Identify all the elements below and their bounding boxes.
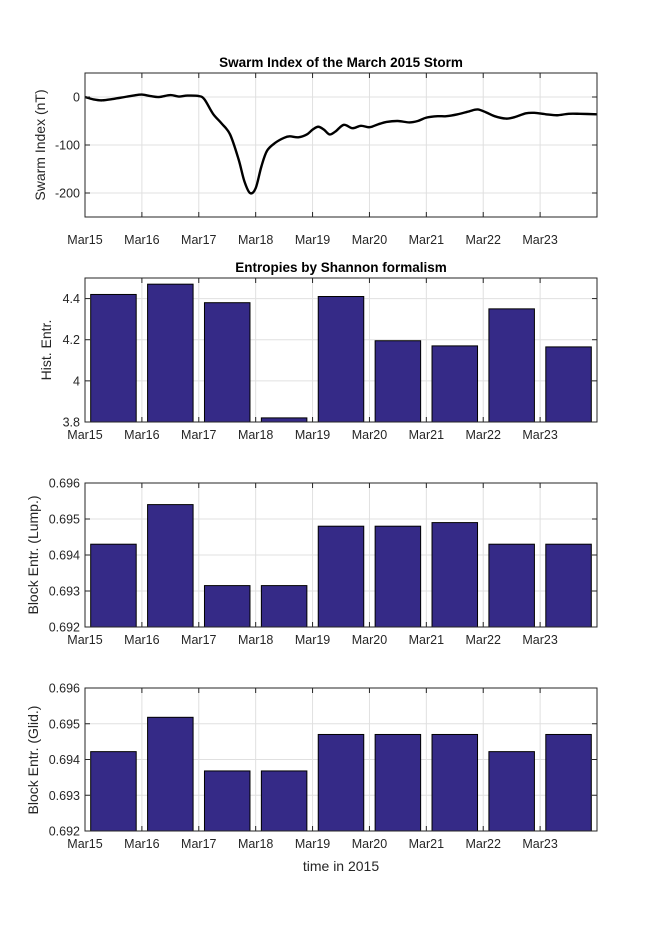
bar-mar20 — [374, 525, 422, 628]
y-axis-label: Block Entr. (Glid.) — [25, 706, 41, 815]
x-tick-label: Mar15 — [67, 428, 102, 442]
data-line-swarm-index — [84, 93, 598, 195]
block-entropy-lump-panel: Block Entr. (Lump.) Mar15 Mar16 Mar17 Mar18… — [25, 477, 598, 647]
bar-mar20 — [374, 733, 422, 832]
x-tick-label: Mar19 — [295, 428, 330, 442]
y-tick-label: 0.694 — [49, 753, 80, 767]
x-tick-label: Mar23 — [522, 428, 557, 442]
x-tick-label: Mar17 — [181, 428, 216, 442]
x-tick-label: Mar19 — [295, 233, 330, 247]
y-tick-label: 0.693 — [49, 585, 80, 599]
y-tick-label: 0.696 — [49, 477, 80, 491]
bars — [90, 504, 592, 628]
bar-mar15 — [90, 751, 137, 832]
bar-mar15 — [90, 543, 137, 628]
chart-title: Entropies by Shannon formalism — [235, 260, 447, 275]
x-tick-label: Mar20 — [352, 837, 387, 851]
bar-mar19 — [317, 296, 365, 423]
x-tick-label: Mar20 — [352, 633, 387, 647]
bar-mar22 — [488, 543, 535, 628]
x-tick-label: Mar21 — [409, 837, 444, 851]
x-tick-label: Mar22 — [466, 837, 501, 851]
grid-lines — [85, 73, 597, 217]
y-tick-label: 3.8 — [63, 416, 80, 430]
x-tick-label: Mar18 — [238, 837, 273, 851]
y-tick-label: 4.2 — [63, 333, 80, 347]
x-tick-label: Mar22 — [466, 633, 501, 647]
x-tick-label: Mar15 — [67, 837, 102, 851]
x-tick-label: Mar18 — [238, 428, 273, 442]
bar-mar22 — [488, 308, 535, 423]
bar-mar19 — [317, 525, 365, 628]
y-tick-label: 0.692 — [49, 825, 80, 839]
x-tick-label: Mar18 — [238, 233, 273, 247]
bar-mar23 — [545, 733, 592, 832]
y-tick-label: 0.696 — [49, 682, 80, 696]
bar-mar16 — [147, 283, 194, 423]
swarm-index-panel: Swarm Index of the March 2015 Storm Swar… — [32, 55, 598, 247]
y-tick-label: 0.694 — [49, 549, 80, 563]
chart-title: Swarm Index of the March 2015 Storm — [219, 55, 463, 70]
y-tick-label: -200 — [55, 187, 80, 201]
x-tick-label: Mar17 — [181, 233, 216, 247]
bar-mar17 — [203, 585, 251, 628]
x-tick-label: Mar15 — [67, 633, 102, 647]
y-tick-label: 0.692 — [49, 621, 80, 635]
y-axis-label: Swarm Index (nT) — [32, 89, 48, 200]
bars — [90, 716, 592, 832]
bars — [90, 283, 592, 423]
bar-mar23 — [545, 346, 592, 423]
bar-mar18 — [260, 770, 308, 832]
y-axis-label: Hist. Entr. — [38, 320, 54, 381]
y-tick-label: 0 — [73, 91, 80, 105]
y-tick-label: 0.695 — [49, 717, 80, 731]
x-tick-label: Mar16 — [124, 233, 159, 247]
y-tick-label: 0.695 — [49, 513, 80, 527]
y-tick-label: -100 — [55, 139, 80, 153]
x-tick-label: Mar15 — [67, 233, 102, 247]
x-tick-label: Mar21 — [409, 428, 444, 442]
hist-entropy-panel: Entropies by Shannon formalism Hist. Ent… — [38, 260, 598, 442]
x-tick-label: Mar19 — [295, 633, 330, 647]
x-tick-label: Mar23 — [522, 837, 557, 851]
bar-mar16 — [147, 504, 194, 628]
bar-mar21 — [431, 345, 479, 423]
x-tick-label: Mar22 — [466, 428, 501, 442]
x-tick-label: Mar22 — [466, 233, 501, 247]
bar-mar17 — [203, 770, 251, 832]
bar-mar22 — [488, 751, 535, 832]
y-tick-label: 4.4 — [63, 292, 80, 306]
bar-mar19 — [317, 733, 365, 832]
bar-mar16 — [147, 716, 194, 832]
y-tick-label: 0.693 — [49, 789, 80, 803]
x-axis-label: time in 2015 — [303, 858, 379, 874]
bar-mar17 — [203, 302, 251, 423]
x-tick-label: Mar16 — [124, 428, 159, 442]
bar-mar15 — [90, 293, 137, 423]
bar-mar20 — [374, 340, 422, 423]
bar-mar18 — [260, 585, 308, 628]
x-tick-label: Mar18 — [238, 633, 273, 647]
x-tick-label: Mar20 — [352, 233, 387, 247]
y-axis-label: Block Entr. (Lump.) — [25, 495, 41, 614]
bar-mar18 — [260, 417, 308, 423]
x-tick-label: Mar23 — [522, 233, 557, 247]
x-tick-label: Mar21 — [409, 633, 444, 647]
bar-mar21 — [431, 733, 479, 832]
axes-box — [84, 277, 598, 423]
x-tick-label: Mar17 — [181, 837, 216, 851]
y-tick-label: 4 — [73, 374, 80, 388]
bar-mar21 — [431, 522, 479, 628]
x-tick-label: Mar23 — [522, 633, 557, 647]
block-entropy-glid-panel: Block Entr. (Glid.) time in 2015 Mar15 Ma… — [25, 682, 598, 874]
bar-mar23 — [545, 543, 592, 628]
x-tick-label: Mar17 — [181, 633, 216, 647]
x-tick-label: Mar21 — [409, 233, 444, 247]
x-tick-label: Mar16 — [124, 633, 159, 647]
x-tick-label: Mar16 — [124, 837, 159, 851]
x-tick-label: Mar19 — [295, 837, 330, 851]
x-tick-label: Mar20 — [352, 428, 387, 442]
